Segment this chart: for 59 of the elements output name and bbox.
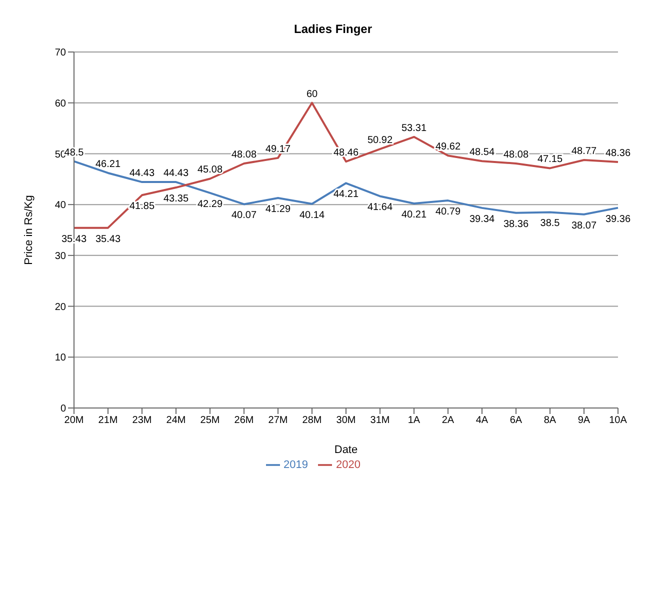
data-label: 38.07 [571,220,597,232]
data-label: 46.21 [95,158,121,170]
legend-label: 2020 [336,458,360,471]
data-label: 44.43 [163,168,189,180]
x-tick-label: 27M [268,415,288,426]
x-tick-label: 2A [442,415,454,426]
data-label: 39.36 [605,214,631,225]
data-label: 53.31 [401,122,427,134]
y-tick-label: 70 [54,48,66,59]
x-tick-label: 24M [166,415,186,426]
data-label: 48.08 [231,149,257,160]
y-tick-label: 30 [54,250,66,262]
x-tick-label: 4A [476,415,488,426]
data-label: 40.79 [435,206,461,218]
data-label: 48.54 [469,147,495,158]
data-label: 38.36 [503,218,529,230]
x-tick-label: 30M [336,415,356,426]
y-tick-label: 60 [54,98,66,110]
data-label: 40.21 [401,210,427,221]
x-tick-label: 8A [544,415,556,426]
data-label: 44.43 [129,168,155,180]
data-label: 47.15 [537,154,563,166]
data-label: 48.36 [605,148,631,160]
data-label: 43.35 [163,194,189,205]
data-label: 38.5 [540,218,560,230]
x-tick-label: 25M [200,415,220,426]
x-tick-label: 10A [609,415,628,426]
data-label: 41.85 [129,201,155,212]
y-tick-label: 40 [54,200,66,212]
data-label: 44.21 [333,189,359,200]
y-tick-label: 0 [60,404,66,415]
data-label: 45.08 [197,164,223,176]
x-tick-label: 23M [132,415,152,426]
data-label: 48.77 [571,146,597,157]
data-label: 49.62 [435,142,461,153]
x-tick-label: 21M [98,415,118,426]
data-label: 40.07 [231,210,257,222]
data-label: 40.14 [299,210,325,221]
data-label: 41.64 [367,202,393,214]
data-label: 39.34 [469,214,495,225]
data-label: 60 [306,88,318,100]
data-label: 35.43 [95,234,121,245]
legend-label: 2019 [284,458,308,471]
x-tick-label: 20M [64,415,84,426]
x-tick-label: 6A [510,415,522,426]
y-axis-title: Price in Rs/Kg [22,195,35,265]
data-label: 48.08 [503,149,529,160]
x-tick-label: 31M [370,415,390,426]
x-axis-title: Date [334,444,358,456]
chart-title: Ladies Finger [292,22,374,38]
x-tick-label: 26M [234,415,254,426]
data-label: 42.29 [197,198,223,210]
x-tick-label: 1A [408,415,420,426]
y-tick-label: 10 [54,352,66,364]
x-tick-label: 9A [578,415,590,426]
x-tick-label: 28M [302,415,322,426]
data-label: 41.29 [265,204,291,216]
y-tick-label: 20 [54,302,66,313]
data-label: 50.92 [367,135,393,146]
